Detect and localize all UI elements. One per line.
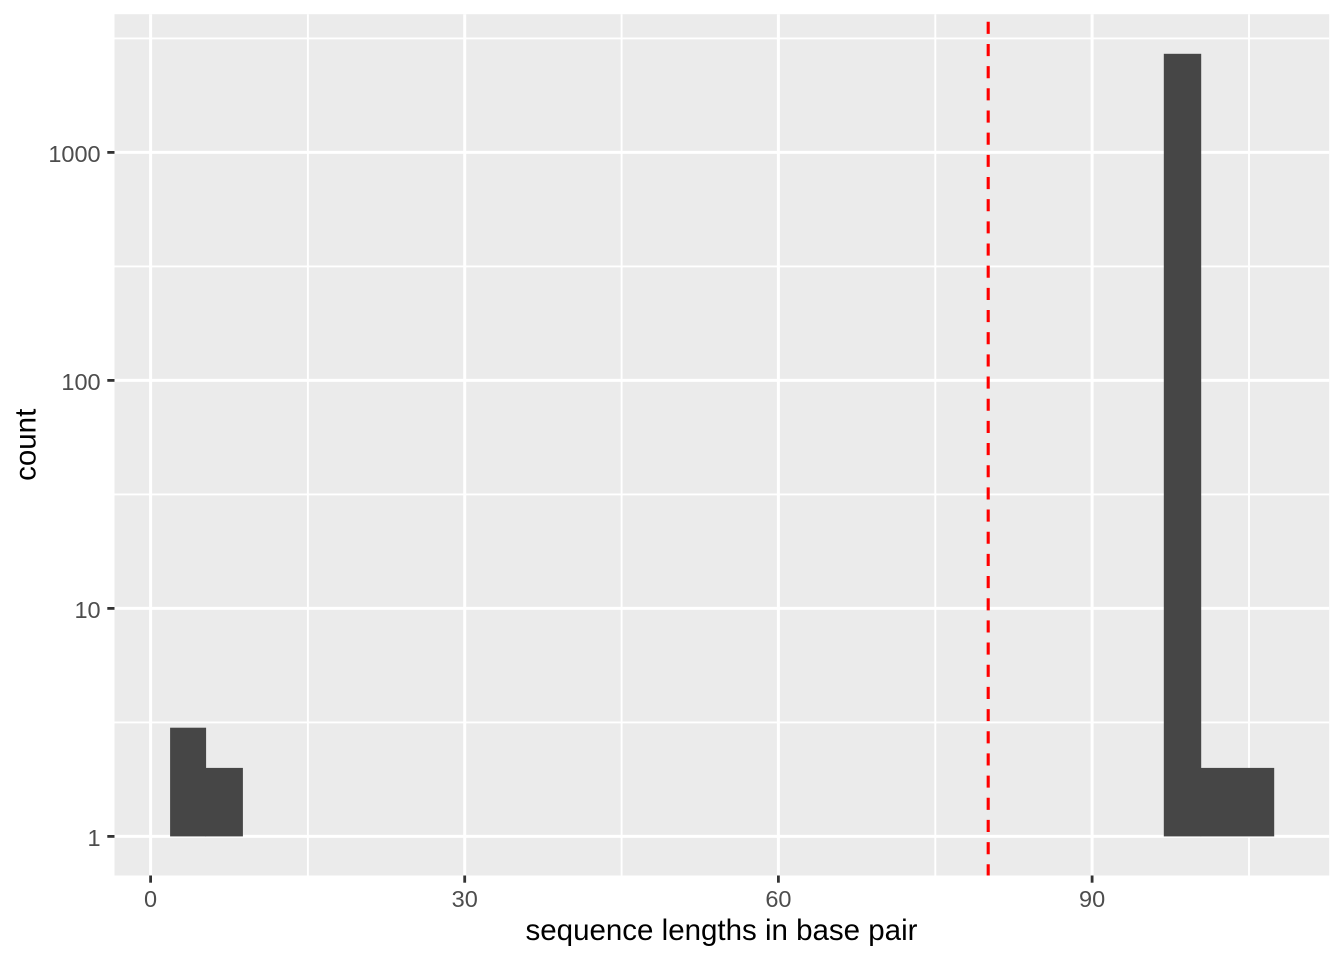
svg-text:1: 1	[88, 825, 101, 851]
svg-text:sequence lengths in base pair: sequence lengths in base pair	[526, 914, 918, 947]
svg-text:0: 0	[144, 886, 157, 912]
svg-text:count: count	[9, 409, 42, 481]
svg-text:30: 30	[452, 886, 478, 912]
svg-text:10: 10	[74, 597, 100, 623]
svg-text:100: 100	[61, 369, 100, 395]
svg-text:90: 90	[1079, 886, 1105, 912]
svg-text:60: 60	[765, 886, 791, 912]
svg-text:1000: 1000	[48, 141, 100, 167]
